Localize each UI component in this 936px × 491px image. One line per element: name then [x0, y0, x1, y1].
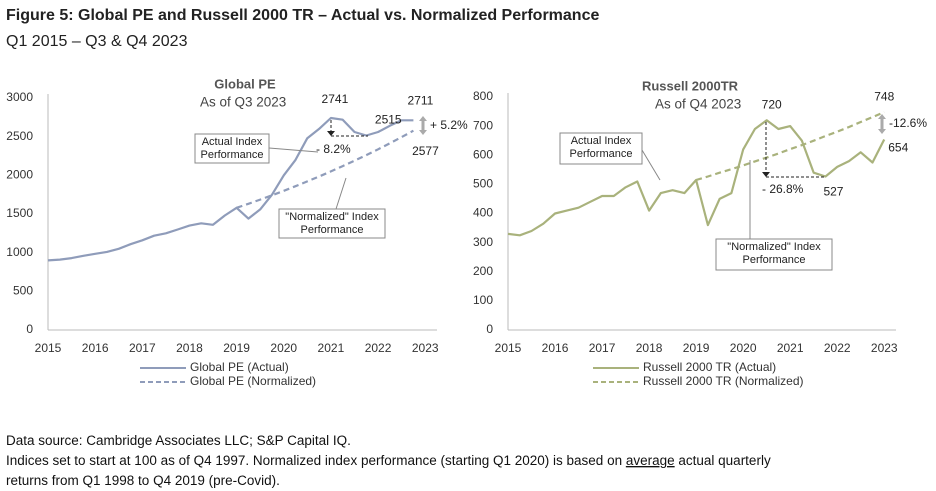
y-tick-label: 700: [473, 118, 493, 132]
data-label: 527: [823, 185, 843, 199]
callout-text: Performance: [743, 254, 806, 266]
x-tick-label: 2019: [223, 341, 250, 355]
callout-text: Actual Index: [202, 136, 263, 148]
callout-leader: [335, 177, 347, 210]
note-line: Data source: Cambridge Associates LLC; S…: [6, 433, 351, 448]
x-tick-label: 2018: [176, 341, 203, 355]
x-tick-label: 2017: [589, 341, 616, 355]
note-text: returns from Q1 1998 to Q4 2019 (pre-Cov…: [6, 473, 280, 488]
x-tick-label: 2022: [365, 341, 392, 355]
y-tick-label: 300: [473, 235, 493, 249]
x-tick-label: 2020: [270, 341, 297, 355]
legend-label: Russell 2000 TR (Normalized): [643, 374, 804, 388]
callout-text: Performance: [201, 149, 264, 161]
x-tick-label: 2021: [777, 341, 804, 355]
note-text: Data source: Cambridge Associates LLC; S…: [6, 433, 351, 448]
note-text: Indices set to start at 100 as of Q4 199…: [6, 453, 626, 468]
chart-title: Global PE: [214, 76, 276, 91]
y-tick-label: 0: [486, 322, 493, 336]
x-tick-label: 2016: [82, 341, 109, 355]
x-tick-label: 2016: [542, 341, 569, 355]
series-line: [695, 111, 885, 182]
note-line: returns from Q1 1998 to Q4 2019 (pre-Cov…: [6, 473, 280, 488]
callout-text: "Normalized" Index: [285, 211, 379, 223]
data-label: 720: [762, 97, 782, 111]
x-tick-label: 2023: [412, 341, 439, 355]
series-line: [236, 129, 414, 209]
callout-text: Performance: [570, 148, 633, 160]
x-tick-label: 2019: [683, 341, 710, 355]
x-tick-label: 2023: [871, 341, 898, 355]
legend-label: Global PE (Normalized): [190, 374, 316, 388]
y-tick-label: 600: [473, 147, 493, 161]
y-tick-label: 100: [473, 293, 493, 307]
callout-text: Actual Index: [571, 135, 632, 147]
y-tick-label: 200: [473, 264, 493, 278]
arrow-head: [878, 114, 886, 119]
annotation: + 5.2%: [430, 118, 468, 132]
arrow-head: [327, 131, 335, 136]
x-tick-label: 2015: [35, 341, 62, 355]
y-tick-label: 800: [473, 89, 493, 103]
series-line: [47, 116, 414, 262]
data-label: 2515: [375, 113, 402, 127]
callout-box: [194, 133, 270, 164]
data-label: 2741: [322, 92, 349, 106]
note-text: actual quarterly: [675, 453, 771, 468]
chart-subtitle: As of Q3 2023: [200, 95, 286, 110]
arrow-head: [878, 129, 886, 134]
annotation: -12.6%: [889, 116, 927, 130]
arrow-head: [419, 130, 427, 135]
data-label: 654: [888, 141, 908, 155]
y-tick-label: 2500: [6, 129, 33, 143]
annotation: - 26.8%: [762, 182, 804, 196]
figure-subtitle: Q1 2015 – Q3 & Q4 2023: [6, 33, 188, 50]
callout-text: "Normalized" Index: [727, 241, 821, 253]
data-label: 2577: [412, 144, 439, 158]
callout-leader: [268, 147, 319, 153]
x-tick-label: 2021: [318, 341, 345, 355]
y-tick-label: 500: [13, 284, 33, 298]
y-tick-label: 1000: [6, 245, 33, 259]
callout-box: [559, 132, 643, 165]
y-tick-label: 0: [26, 322, 33, 336]
callout-leader: [641, 149, 661, 181]
arrow-head: [762, 172, 770, 177]
chart-title: Russell 2000TR: [642, 78, 739, 93]
legend-label: Russell 2000 TR (Actual): [643, 360, 776, 374]
y-tick-label: 400: [473, 206, 493, 220]
data-label: 748: [874, 89, 894, 103]
x-tick-label: 2015: [495, 341, 522, 355]
note-line: Indices set to start at 100 as of Q4 199…: [6, 453, 771, 468]
annotation: - 8.2%: [316, 142, 351, 156]
y-tick-label: 1500: [6, 206, 33, 220]
note-text: average: [626, 453, 675, 468]
y-tick-label: 2000: [6, 168, 33, 182]
x-tick-label: 2018: [636, 341, 663, 355]
callout-box: [278, 208, 386, 239]
chart-subtitle: As of Q4 2023: [655, 97, 741, 112]
figure-title: Figure 5: Global PE and Russell 2000 TR …: [6, 7, 599, 24]
x-tick-label: 2020: [730, 341, 757, 355]
x-tick-label: 2017: [129, 341, 156, 355]
callout-box: [715, 238, 833, 271]
data-label: 2711: [408, 94, 434, 108]
arrow-head: [419, 116, 427, 121]
x-tick-label: 2022: [824, 341, 851, 355]
y-tick-label: 500: [473, 177, 493, 191]
y-tick-label: 3000: [6, 90, 33, 104]
callout-text: Performance: [301, 224, 364, 236]
legend-label: Global PE (Actual): [190, 360, 289, 374]
